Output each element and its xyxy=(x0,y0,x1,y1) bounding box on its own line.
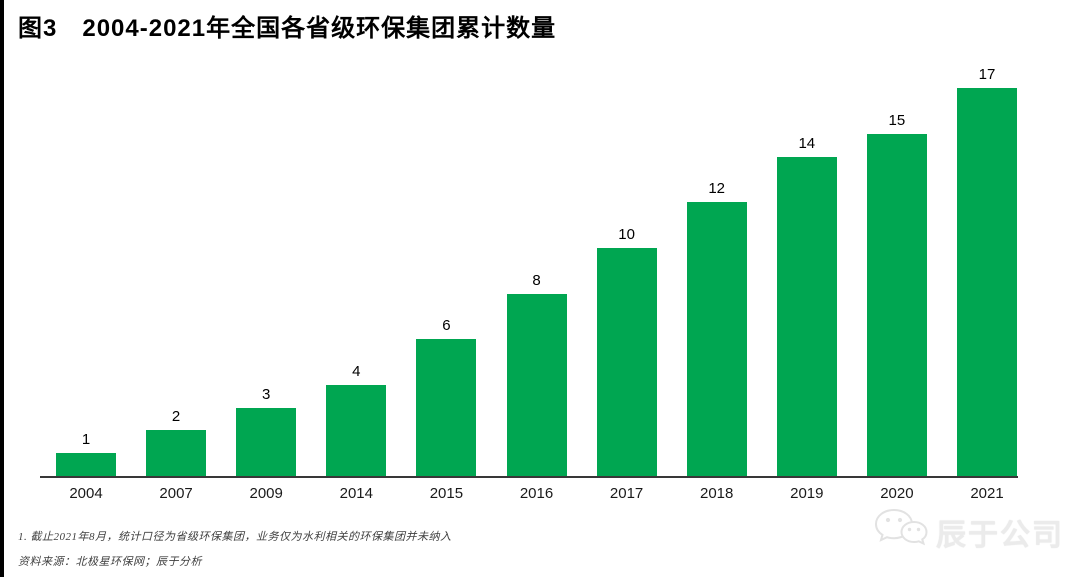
value-label-2004: 1 xyxy=(81,431,91,449)
left-border-bar xyxy=(0,0,4,577)
x-tick-label-2016: 2016 xyxy=(519,485,554,502)
bar-2009 xyxy=(236,407,297,476)
bar-2015 xyxy=(416,339,477,476)
value-label-2014: 4 xyxy=(352,362,361,380)
bar-2019 xyxy=(776,156,837,476)
x-tick-label-2007: 2007 xyxy=(159,485,193,502)
x-tick-label-2020: 2020 xyxy=(880,485,914,502)
chart-title: 图3 2004-2021年全国各省级环保集团累计数量 xyxy=(18,15,557,42)
x-tick-label-2004: 2004 xyxy=(69,485,103,502)
bar-2018 xyxy=(686,202,747,476)
value-label-2020: 15 xyxy=(888,112,906,129)
bar-2021 xyxy=(957,88,1017,476)
value-label-2016: 8 xyxy=(532,271,541,289)
x-tick-label-2014: 2014 xyxy=(339,485,373,502)
x-tick-label-2015: 2015 xyxy=(429,485,464,502)
value-label-2007: 2 xyxy=(171,408,181,426)
value-label-2021: 17 xyxy=(978,66,996,84)
x-tick-label-2019: 2019 xyxy=(790,485,824,502)
bar-2004 xyxy=(56,453,116,476)
source-note: 资料来源：北极星环保网；辰于分析 xyxy=(18,556,202,568)
value-label-2009: 3 xyxy=(262,385,271,403)
bar-2007 xyxy=(146,430,207,476)
value-label-2015: 6 xyxy=(442,317,451,335)
bar-2017 xyxy=(596,248,657,476)
x-tick-label-2017: 2017 xyxy=(609,485,644,502)
watermark-text: 辰于公司 xyxy=(936,518,1064,552)
x-tick-label-2009: 2009 xyxy=(249,485,283,502)
bar-2016 xyxy=(506,293,567,476)
watermark: 辰于公司 xyxy=(874,508,1064,555)
x-tick-label-2018: 2018 xyxy=(700,485,734,502)
value-label-2019: 14 xyxy=(798,134,816,152)
bar-2014 xyxy=(326,384,387,476)
value-label-2017: 10 xyxy=(618,226,635,243)
x-tick-label-2021: 2021 xyxy=(970,485,1004,502)
bar-2020 xyxy=(866,134,927,476)
wechat-icon xyxy=(874,508,928,555)
footnote: 1. 截止2021年8月，统计口径为省级环保集团，业务仅为水利相关的环保集团并未… xyxy=(18,531,452,543)
bar-chart: 1 2004 2 2007 3 2009 4 2014 6 2015 8 2016 10 2017 12 20… xyxy=(40,66,1018,502)
value-label-2018: 12 xyxy=(708,180,726,198)
